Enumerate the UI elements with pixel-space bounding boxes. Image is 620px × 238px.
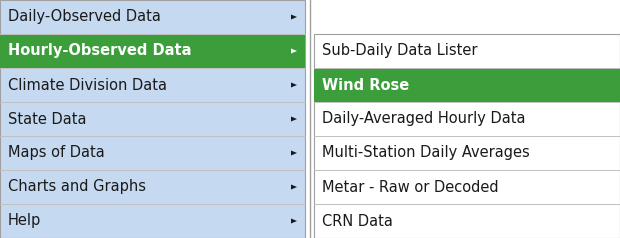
Polygon shape	[291, 15, 297, 20]
Polygon shape	[291, 83, 297, 88]
Text: Charts and Graphs: Charts and Graphs	[8, 179, 146, 194]
Text: Climate Division Data: Climate Division Data	[8, 78, 167, 93]
Polygon shape	[291, 184, 297, 189]
Bar	[0, 0, 305, 238]
Text: Wind Rose: Wind Rose	[322, 78, 409, 93]
Bar	[314, 34, 620, 238]
Bar	[0, 0, 305, 238]
Polygon shape	[291, 116, 297, 122]
Text: Maps of Data: Maps of Data	[8, 145, 105, 160]
Text: Sub-Daily Data Lister: Sub-Daily Data Lister	[322, 44, 477, 59]
Polygon shape	[291, 150, 297, 155]
Text: Daily-Observed Data: Daily-Observed Data	[8, 10, 161, 25]
Bar	[314, 34, 620, 238]
Text: Metar - Raw or Decoded: Metar - Raw or Decoded	[322, 179, 498, 194]
Polygon shape	[291, 218, 297, 223]
Text: Multi-Station Daily Averages: Multi-Station Daily Averages	[322, 145, 529, 160]
Bar	[0, 34, 305, 68]
Polygon shape	[291, 49, 297, 54]
Text: State Data: State Data	[8, 111, 87, 127]
Text: Help: Help	[8, 213, 42, 228]
Text: Daily-Averaged Hourly Data: Daily-Averaged Hourly Data	[322, 111, 526, 127]
Bar	[314, 68, 620, 102]
Text: CRN Data: CRN Data	[322, 213, 393, 228]
Text: Hourly-Observed Data: Hourly-Observed Data	[8, 44, 192, 59]
